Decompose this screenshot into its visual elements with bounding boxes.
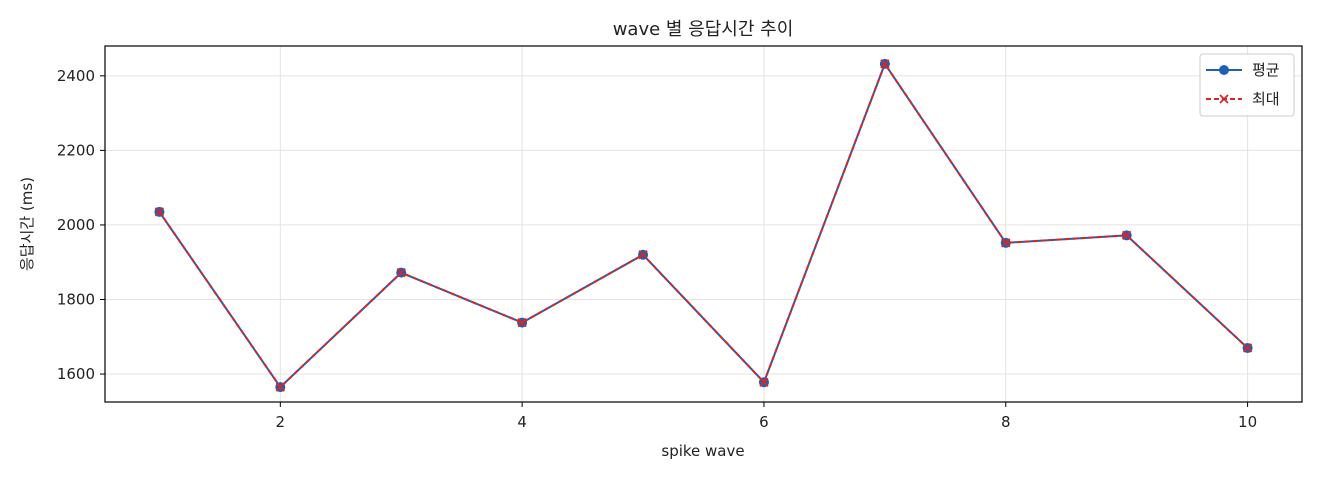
data-point-2 (759, 377, 769, 387)
series-line-1 (158, 62, 1249, 389)
x-marker-stroke (1001, 238, 1011, 248)
data-point-2 (517, 317, 527, 328)
x-tick-label: 8 (1001, 413, 1011, 431)
data-point-2 (396, 268, 406, 278)
chart-title: wave 별 응답시간 추이 (613, 19, 794, 40)
series-layer (154, 58, 1253, 393)
y-tick-label: 2400 (57, 67, 95, 85)
data-point-2 (880, 59, 890, 69)
y-tick-label: 2200 (57, 141, 95, 159)
x-marker-stroke (275, 382, 285, 392)
x-marker-stroke (759, 377, 769, 387)
x-marker-stroke (880, 59, 890, 69)
x-axis-label: spike wave (661, 442, 744, 460)
data-point-2 (275, 382, 285, 392)
series-line-2 (158, 62, 1249, 389)
x-tick-label: 10 (1238, 413, 1257, 431)
y-tick-label: 2000 (57, 216, 95, 234)
plot-frame (104, 45, 1303, 403)
x-tick-label: 2 (276, 413, 286, 431)
y-axis-label: 응답시간 (ms) (18, 177, 36, 271)
data-point-2 (1001, 238, 1011, 248)
x-marker-stroke (1122, 230, 1132, 241)
x-marker-stroke (396, 268, 406, 278)
x-marker-stroke (1219, 94, 1229, 104)
y-tick-label: 1600 (57, 365, 95, 383)
axes-layer: 2 4 6 8 10 1600 1800 2000 2200 2400 (57, 45, 1303, 431)
data-point-2 (1122, 230, 1132, 241)
data-point-2 (154, 207, 165, 217)
legend-marker (1219, 94, 1229, 104)
data-point-2 (1242, 343, 1253, 353)
grid-layer (105, 46, 1302, 402)
x-marker-stroke (638, 250, 648, 260)
y-tick-label: 1800 (57, 290, 95, 308)
legend-box (1199, 53, 1295, 117)
legend-label-2: 최대 (1252, 90, 1280, 108)
legend-label-1: 평균 (1252, 61, 1280, 79)
x-marker-stroke (1242, 343, 1253, 353)
x-marker-stroke (517, 317, 527, 328)
legend-marker (1219, 65, 1229, 75)
x-marker-stroke (154, 207, 165, 217)
x-tick-label: 6 (759, 413, 769, 431)
data-point-2 (638, 250, 648, 260)
x-tick-label: 4 (517, 413, 527, 431)
